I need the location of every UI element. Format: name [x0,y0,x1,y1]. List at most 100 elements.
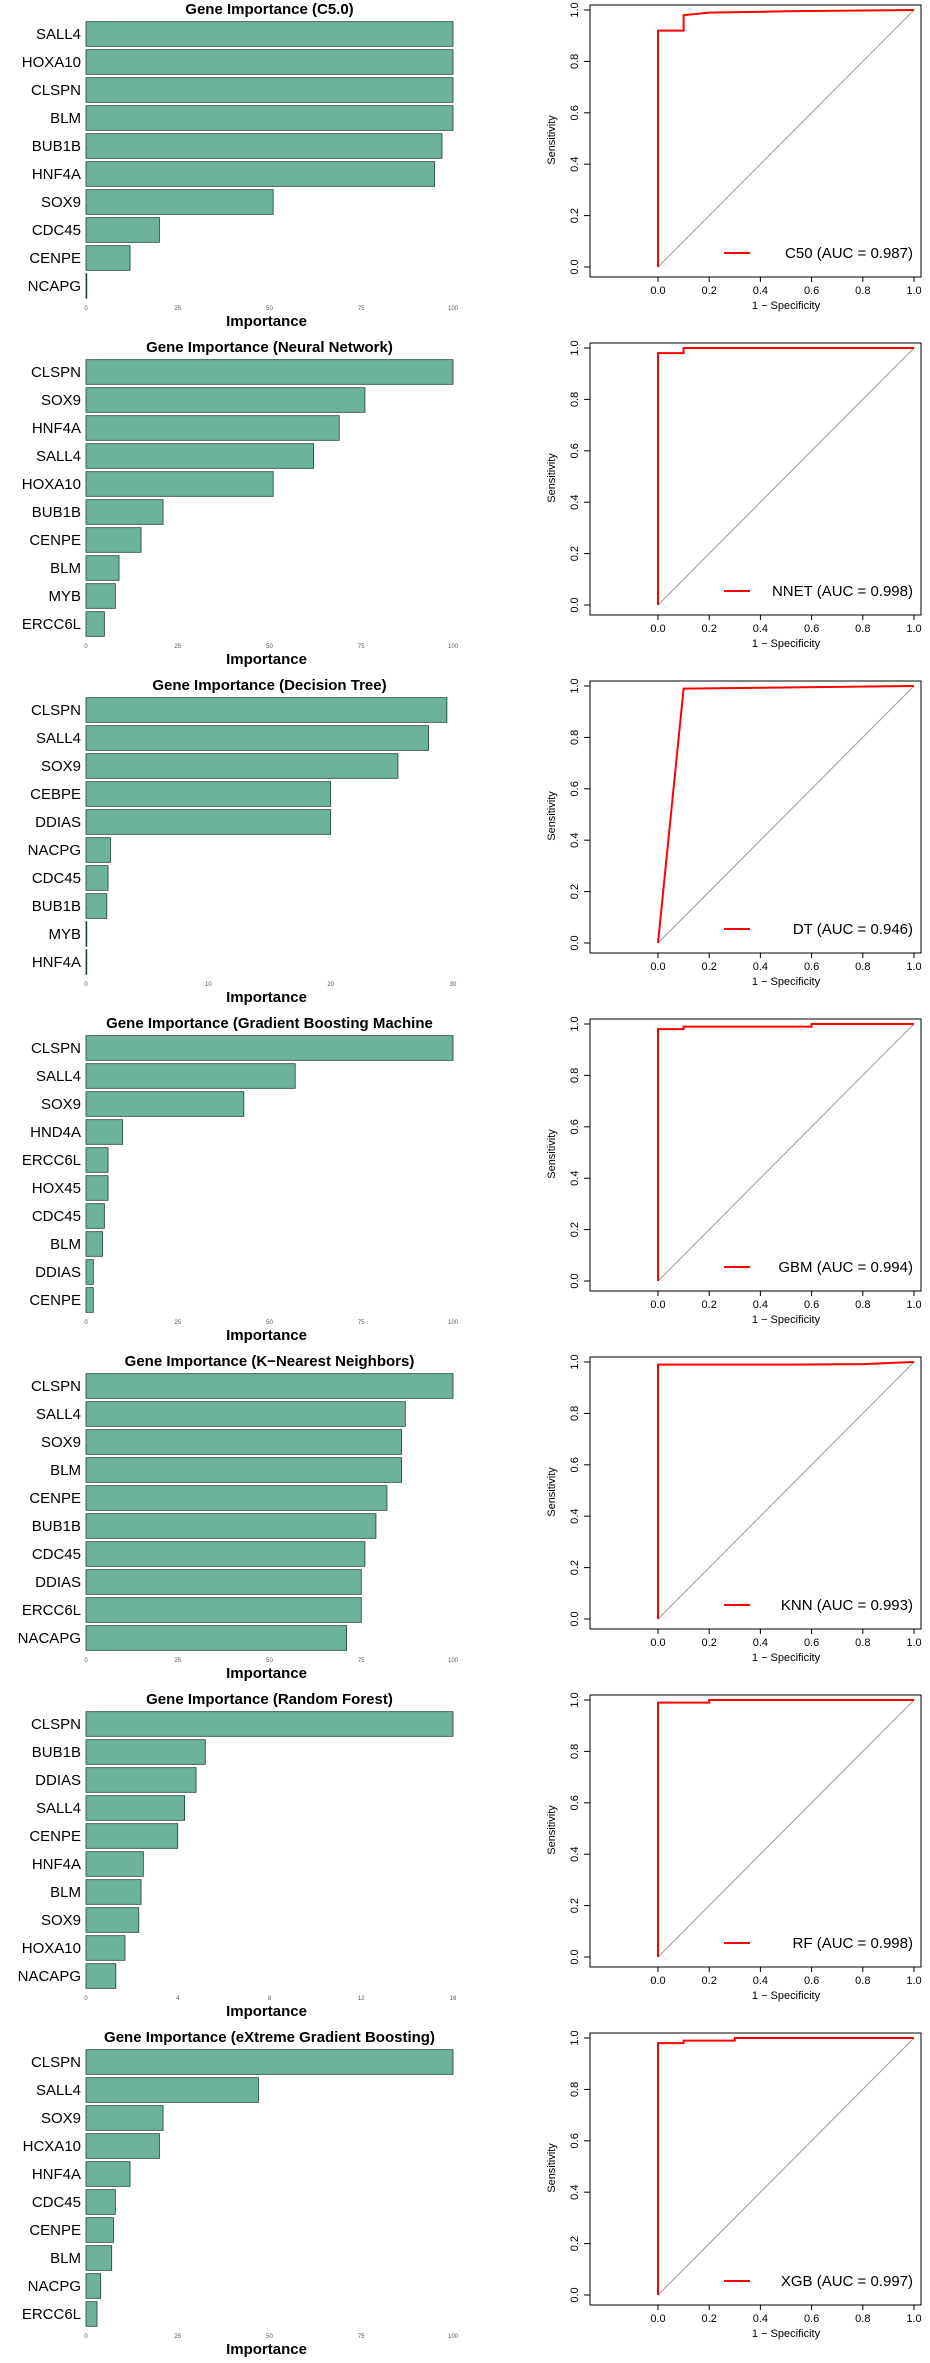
y-axis-title: Sensitivity [546,1129,558,1179]
x-tick-label: 50 [266,1658,273,1664]
reference-diagonal [657,347,915,606]
x-tick-label: 8 [268,1996,272,2002]
bar [85,1091,245,1117]
legend-label: KNN (AUC = 0.993) [781,1597,913,1614]
y-tick-label: 0.6 [569,2133,581,2148]
bar-category-label: HNF4A [32,2166,81,2183]
bar-chart-title: Gene Importance (Neural Network) [146,339,393,356]
x-tick-label: 0.0 [650,1299,665,1311]
bar [85,2133,160,2159]
bar-category-label: SOX9 [41,194,81,211]
y-tick-label: 0.2 [569,1898,581,1913]
bar-category-label: CLSPN [31,82,81,99]
bar-category-label: CEBPE [30,786,81,803]
bar [85,1907,140,1933]
y-axis-title: Sensitivity [546,1467,558,1517]
legend-label: GBM (AUC = 0.994) [778,1259,913,1276]
bar [85,2217,114,2243]
bar [85,1935,126,1961]
bar [85,471,274,497]
x-tick-label: 0.8 [855,1637,870,1649]
bar-category-label: ERCC6L [22,1152,81,1169]
x-tick-label: 100 [448,1320,459,1326]
reference-diagonal [657,685,915,944]
x-tick-label: 0.2 [702,2313,717,2325]
bar-category-label: SOX9 [41,758,81,775]
x-tick-label: 0.6 [804,285,819,297]
bar [85,133,443,159]
bar [85,1541,366,1567]
x-tick-label: 25 [174,1320,181,1326]
bar [85,1035,454,1061]
roc-curve [657,2037,914,2295]
roc-curve [657,1023,914,1281]
x-tick-label: 0.2 [702,285,717,297]
y-tick-label: 0.4 [569,833,581,848]
y-tick-label: 0.4 [569,1171,581,1186]
roc-curve [657,685,915,944]
x-tick-label: 75 [358,644,365,650]
bar [85,2189,116,2215]
x-tick-label: 0.6 [804,623,819,635]
bar-category-label: DDIAS [35,1574,81,1591]
bar [85,611,105,637]
bar [85,443,314,469]
y-tick-label: 0.8 [569,1406,581,1421]
bar-panel-4: Gene Importance (Gradient Boosting Machi… [22,1015,459,1344]
bar [85,1795,186,1821]
bar-category-label: HCXA10 [23,2138,81,2155]
bar-category-label: SOX9 [41,2110,81,2127]
x-tick-label: 50 [266,306,273,312]
legend-label: NNET (AUC = 0.998) [772,583,913,600]
bar [85,893,108,919]
roc-curve [657,347,914,605]
bar-category-label: CDC45 [32,2194,81,2211]
x-tick-label: 10 [205,982,212,988]
bar-category-label: CLSPN [31,1716,81,1733]
y-tick-label: 0.0 [569,1949,581,1964]
x-tick-label: 75 [358,2334,365,2340]
roc-panel-5: 0.0 0.2 0.4 0.6 0.8 1.0 0.0 0.2 0.4 0.6 0.8 1.0 1 − … [546,1354,922,1664]
x-tick-label: 25 [174,644,181,650]
x-tick-label: 50 [266,2334,273,2340]
bar [85,949,88,975]
x-axis-title: 1 − Specificity [752,1314,821,1326]
x-tick-label: 12 [358,1996,365,2002]
bar-category-label: ERCC6L [22,2306,81,2323]
bar-category-label: SALL4 [36,730,81,747]
y-tick-label: 0.6 [569,1119,581,1134]
x-axis-title: 1 − Specificity [752,300,821,312]
bar-category-label: ERCC6L [22,616,81,633]
roc-panel-1: 0.0 0.2 0.4 0.6 0.8 1.0 0.0 0.2 0.4 0.6 0.8 1.0 1 − … [546,2,922,312]
y-tick-label: 0.0 [569,259,581,274]
bar-chart-title: Gene Importance (Random Forest) [146,1691,393,1708]
y-tick-label: 1.0 [569,340,581,355]
x-tick-label: 0.2 [702,1299,717,1311]
bar-category-label: BUB1B [32,898,81,915]
bar [85,387,366,413]
y-axis-title: Sensitivity [546,453,558,503]
bar-category-label: NACPG [28,842,81,859]
bar-category-label: BUB1B [32,1744,81,1761]
bar-category-label: SOX9 [41,392,81,409]
bar-category-label: NCAPG [28,278,81,295]
bar [85,837,111,863]
bar [85,217,160,243]
bar [85,1203,105,1229]
bar-category-label: MYB [48,926,81,943]
bar [85,1119,124,1145]
y-tick-label: 1.0 [569,678,581,693]
x-tick-label: 0.4 [753,961,768,973]
x-axis-title: 1 − Specificity [752,638,821,650]
plot-frame [589,4,922,278]
y-axis-title: Sensitivity [546,1805,558,1855]
bar [85,1625,347,1651]
x-tick-label: 0.8 [855,2313,870,2325]
x-tick-label: 0.0 [650,1975,665,1987]
bar [85,725,429,751]
bar [85,2273,102,2299]
x-axis-title: 1 − Specificity [752,2328,821,2340]
y-tick-label: 1.0 [569,2030,581,2045]
x-tick-label: 75 [358,1658,365,1664]
bar-category-label: BUB1B [32,504,81,521]
